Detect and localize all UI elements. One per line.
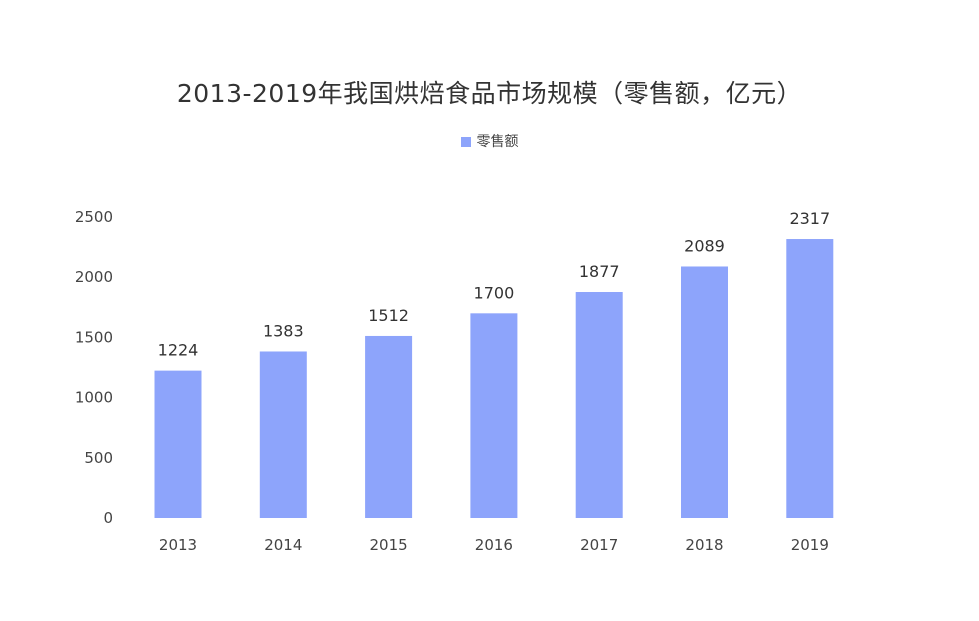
legend-swatch [460, 137, 471, 147]
legend-label: 零售额 [476, 134, 519, 150]
x-tick-label-2019: 2019 [791, 536, 829, 554]
y-tick-label: 500 [84, 449, 113, 467]
y-tick-label: 2000 [75, 268, 113, 286]
data-label-2016: 1700 [474, 283, 515, 302]
x-tick-label-2017: 2017 [580, 536, 618, 554]
data-label-2015: 1512 [368, 306, 409, 325]
y-axis: 0 500 1000 1500 2000 2500 [75, 208, 113, 527]
bar-2015 [365, 335, 413, 518]
x-axis: 2013 2014 2015 2016 2017 2018 2019 [159, 536, 829, 554]
data-label-2018: 2089 [684, 236, 725, 255]
data-label-2014: 1383 [263, 321, 304, 340]
bar-2013 [154, 370, 202, 518]
y-tick-label: 1500 [75, 328, 113, 346]
bar-series [154, 239, 834, 518]
x-tick-label-2016: 2016 [475, 536, 513, 554]
chart-title: 2013-2019年我国烘焙食品市场规模（零售额，亿元） [176, 79, 803, 108]
x-tick-label-2013: 2013 [159, 536, 197, 554]
data-label-2017: 1877 [579, 262, 620, 281]
bar-2018 [681, 266, 728, 518]
y-tick-label: 2500 [75, 208, 113, 226]
data-label-2013: 1224 [158, 341, 199, 360]
bar-2019 [786, 239, 834, 518]
data-label-2019: 2317 [789, 209, 830, 228]
x-tick-label-2018: 2018 [685, 536, 723, 554]
bar-2016 [470, 313, 518, 518]
legend: 零售额 [0, 131, 979, 151]
data-labels: 1224 1383 1512 1700 1877 2089 2317 [158, 209, 831, 360]
x-tick-label-2014: 2014 [264, 536, 302, 554]
y-tick-label: 0 [103, 509, 113, 527]
bar-2017 [575, 292, 623, 518]
bar-2014 [259, 351, 307, 518]
y-tick-label: 1000 [75, 389, 113, 407]
x-tick-label-2015: 2015 [370, 536, 408, 554]
